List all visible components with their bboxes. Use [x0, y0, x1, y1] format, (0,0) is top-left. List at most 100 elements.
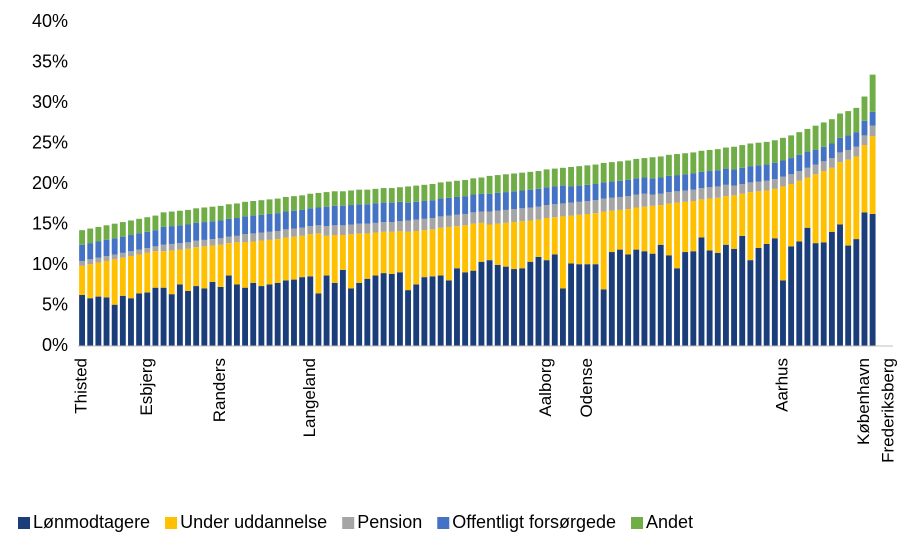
x-tick-label: Langeland: [300, 358, 319, 437]
bar-segment: [657, 244, 664, 346]
bar-segment: [527, 220, 534, 262]
bar-segment: [625, 160, 632, 180]
bar-segment: [185, 290, 191, 346]
bar-segment: [600, 182, 607, 199]
bar-segment: [405, 231, 412, 291]
bar-segment: [698, 237, 705, 346]
bar-segment: [494, 175, 501, 193]
bar-segment: [119, 252, 126, 258]
bar-segment: [266, 213, 273, 232]
y-tick-label: 10%: [32, 254, 68, 274]
bar-segment: [869, 74, 876, 112]
bar-segment: [551, 168, 558, 187]
bar-segment: [486, 260, 493, 346]
bar-segment: [608, 197, 615, 211]
bar-segment: [291, 279, 297, 346]
bar-segment: [291, 196, 297, 211]
bar-segment: [266, 231, 273, 240]
bar-segment: [152, 230, 159, 247]
bar-segment: [87, 228, 94, 244]
bar-segment: [364, 189, 371, 205]
bar-segment: [853, 156, 860, 240]
bar-segment: [665, 203, 672, 256]
bar-segment: [674, 268, 680, 346]
bar-segment: [421, 184, 428, 202]
bar-segment: [185, 224, 191, 243]
bar-segment: [136, 249, 143, 255]
bar-segment: [478, 177, 485, 194]
bar-segment: [372, 188, 379, 204]
bar-segment: [413, 230, 420, 285]
bar-segment: [722, 147, 729, 169]
bar-segment: [551, 254, 558, 346]
bar-segment: [722, 196, 729, 245]
bar-segment: [649, 194, 656, 206]
bar-segment: [356, 223, 363, 234]
bar-segment: [657, 156, 664, 178]
legend-swatch: [18, 517, 30, 529]
bar-segment: [845, 149, 852, 160]
bar-segment: [698, 199, 705, 238]
bar-segment: [820, 122, 827, 147]
bar-segment: [339, 235, 346, 270]
bar-segment: [706, 198, 713, 251]
bar-segment: [747, 143, 754, 167]
bar-segment: [535, 206, 542, 220]
bar-segment: [225, 204, 232, 219]
bar-segment: [258, 232, 265, 241]
bar-segment: [780, 176, 786, 187]
bar-segment: [519, 221, 526, 269]
bar-segment: [804, 177, 811, 228]
bar-segment: [209, 206, 216, 222]
bar-segment: [209, 221, 216, 240]
bar-segment: [185, 248, 191, 291]
bar-segment: [543, 260, 550, 346]
bar-segment: [478, 261, 485, 346]
bar-segment: [633, 194, 640, 208]
bar-segment: [274, 239, 281, 283]
bar-segment: [527, 189, 534, 208]
bar-segment: [527, 171, 534, 190]
bar-segment: [307, 208, 314, 227]
bar-segment: [364, 278, 371, 346]
bar-segment: [763, 141, 770, 165]
bar-segment: [828, 143, 835, 159]
bar-segment: [804, 128, 811, 152]
bar-segment: [502, 222, 509, 267]
bar-segment: [323, 235, 330, 276]
legend-label: Andet: [646, 512, 693, 532]
bar-segment: [307, 226, 314, 235]
bar-segment: [641, 158, 648, 178]
bar-segment: [274, 282, 281, 346]
bar-segment: [747, 182, 754, 193]
bar-segment: [780, 160, 786, 177]
bar-segment: [429, 276, 436, 346]
bar-segment: [144, 231, 151, 248]
bar-segment: [657, 193, 664, 206]
bar-segment: [739, 145, 746, 168]
bar-segment: [201, 222, 208, 240]
bar-segment: [128, 235, 134, 252]
bar-segment: [454, 268, 460, 346]
bar-segment: [559, 216, 566, 289]
bar-segment: [87, 259, 94, 265]
legend-swatch: [165, 517, 178, 529]
bar-segment: [388, 273, 395, 346]
bar-segment: [299, 227, 306, 236]
bar-segment: [788, 184, 795, 247]
bar-segment: [665, 175, 672, 193]
bar-segment: [853, 146, 860, 157]
bar-segment: [502, 266, 509, 346]
bar-segment: [706, 149, 713, 172]
bar-segment: [331, 205, 338, 226]
bar-segment: [266, 239, 273, 285]
bar-segment: [674, 175, 680, 192]
bar-segment: [95, 296, 102, 346]
bar-segment: [633, 158, 640, 179]
bar-segment: [111, 254, 118, 260]
bar-segment: [274, 230, 281, 240]
bar-segment: [511, 191, 517, 210]
bar-segment: [258, 286, 265, 346]
bar-segment: [356, 204, 363, 224]
bar-segment: [478, 222, 485, 262]
